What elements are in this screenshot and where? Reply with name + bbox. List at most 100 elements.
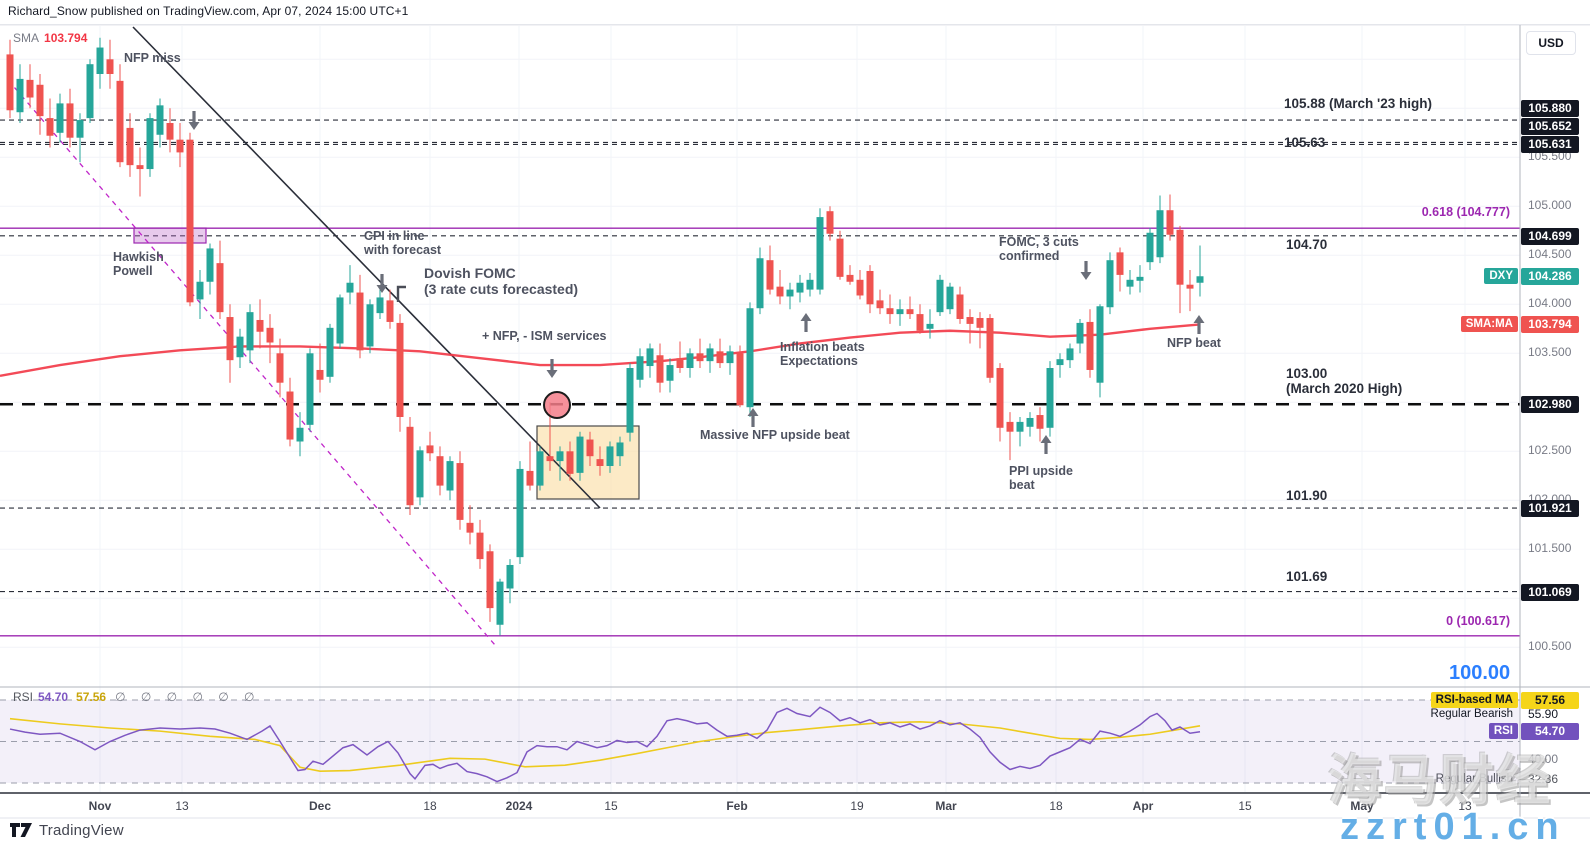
annotation-nfp-beat[interactable]: NFP beat [1167, 336, 1221, 350]
candle-body[interactable] [426, 445, 434, 454]
candle-body[interactable] [126, 127, 134, 166]
candle-body[interactable] [1036, 415, 1044, 429]
annotation-dovish-fomc[interactable]: Dovish FOMC (3 rate cuts forecasted) [424, 265, 579, 297]
candle-body[interactable] [846, 274, 854, 282]
candle-body[interactable] [826, 211, 834, 234]
candle-body[interactable] [306, 353, 314, 425]
candle-body[interactable] [1166, 210, 1174, 235]
candle-body[interactable] [616, 442, 624, 457]
candle-body[interactable] [836, 238, 844, 277]
candle-body[interactable] [1196, 276, 1204, 283]
time-tick-15[interactable]: 15 [604, 799, 618, 813]
candle-body[interactable] [706, 348, 714, 362]
black-trendline[interactable] [132, 26, 601, 509]
candle-body[interactable] [186, 139, 194, 303]
candle-body[interactable] [316, 369, 324, 380]
candle-body[interactable] [666, 365, 674, 381]
candle-body[interactable] [726, 351, 734, 364]
candle-body[interactable] [6, 54, 14, 111]
candle-body[interactable] [656, 355, 664, 383]
candle-body[interactable] [996, 368, 1004, 428]
candle-body[interactable] [196, 281, 204, 300]
candle-body[interactable] [76, 120, 84, 138]
candle-body[interactable] [1016, 421, 1024, 432]
sma-legend[interactable]: SMA 103.794 [13, 31, 87, 45]
annotation-cpi-in-line[interactable]: CPI in line with forecast [364, 229, 442, 257]
candle-body[interactable] [46, 118, 54, 136]
candle-body[interactable] [256, 319, 264, 332]
candle-body[interactable] [1006, 421, 1014, 432]
candle-body[interactable] [626, 368, 634, 433]
candle-body[interactable] [176, 139, 184, 153]
annotation-hawkish-powell[interactable]: Hawkish Powell [113, 250, 164, 278]
candle-body[interactable] [516, 468, 524, 558]
candle-body[interactable] [446, 461, 454, 491]
candle-body[interactable] [1046, 368, 1054, 428]
candle-body[interactable] [146, 118, 154, 170]
candle-body[interactable] [386, 300, 394, 322]
circle-marker[interactable] [543, 391, 571, 419]
candle-body[interactable] [936, 279, 944, 313]
candle-body[interactable] [1066, 348, 1074, 361]
candle-body[interactable] [686, 353, 694, 368]
candle-body[interactable] [966, 317, 974, 324]
candle-body[interactable] [856, 279, 864, 296]
annotation-ppi-upside-beat[interactable]: PPI upside beat [1009, 464, 1073, 492]
candle-body[interactable] [246, 312, 254, 351]
price-axis[interactable]: 105.500 105.000 104.500 104.000 103.500 102.5… [1520, 25, 1590, 818]
annotation-massive-nfp[interactable]: Massive NFP upside beat [700, 428, 850, 442]
candle-body[interactable] [1126, 279, 1134, 287]
candle-body[interactable] [876, 300, 884, 309]
candle-body[interactable] [366, 304, 374, 347]
candle-body[interactable] [296, 427, 304, 442]
candle-body[interactable] [736, 353, 744, 406]
candle-body[interactable] [1186, 284, 1194, 289]
candle-body[interactable] [156, 105, 164, 135]
candle-body[interactable] [496, 581, 504, 625]
candle-body[interactable] [236, 336, 244, 358]
candle-body[interactable] [946, 286, 954, 310]
candle-body[interactable] [506, 564, 514, 589]
candle-body[interactable] [416, 450, 424, 498]
candle-body[interactable] [276, 353, 284, 383]
time-tick-Apr[interactable]: Apr [1132, 799, 1154, 813]
candle-body[interactable] [716, 351, 724, 364]
candle-body[interactable] [556, 451, 564, 462]
candle-body[interactable] [1026, 417, 1034, 427]
candle-body[interactable] [956, 294, 964, 320]
candle-body[interactable] [106, 59, 114, 74]
candle-body[interactable] [476, 532, 484, 560]
time-tick-May[interactable]: May [1350, 799, 1374, 813]
hawkish-powell-zone[interactable] [133, 227, 207, 244]
candle-body[interactable] [406, 426, 414, 506]
candle-body[interactable] [456, 463, 464, 520]
candle-body[interactable] [206, 248, 214, 282]
candle-body[interactable] [96, 47, 104, 74]
candle-body[interactable] [526, 470, 534, 486]
candle-body[interactable] [1136, 276, 1144, 281]
time-tick-Feb[interactable]: Feb [726, 799, 748, 813]
candle-body[interactable] [676, 358, 684, 368]
candle-body[interactable] [1096, 306, 1104, 383]
candle-body[interactable] [866, 270, 874, 305]
time-tick-2024[interactable]: 2024 [505, 799, 533, 813]
candle-body[interactable] [356, 292, 364, 351]
candle-body[interactable] [696, 353, 704, 362]
candle-body[interactable] [786, 289, 794, 297]
rsi-line[interactable] [9, 706, 1201, 783]
candle-body[interactable] [286, 391, 294, 440]
candle-body[interactable] [896, 309, 904, 315]
candle-body[interactable] [436, 456, 444, 486]
candle-body[interactable] [1156, 210, 1164, 258]
time-tick-18[interactable]: 18 [423, 799, 437, 813]
candle-body[interactable] [1106, 260, 1114, 308]
candle-body[interactable] [916, 314, 924, 331]
time-tick-15[interactable]: 15 [1238, 799, 1252, 813]
candle-body[interactable] [806, 279, 814, 290]
rsi-legend[interactable]: RSI 54.70 57.56 ∅ ∅ ∅ ∅ ∅ ∅ [13, 690, 260, 704]
candle-body[interactable] [596, 459, 604, 466]
annotation-inflation-beats[interactable]: Inflation beats Expectations [780, 340, 865, 368]
candle-body[interactable] [266, 327, 274, 343]
candle-body[interactable] [986, 318, 994, 378]
